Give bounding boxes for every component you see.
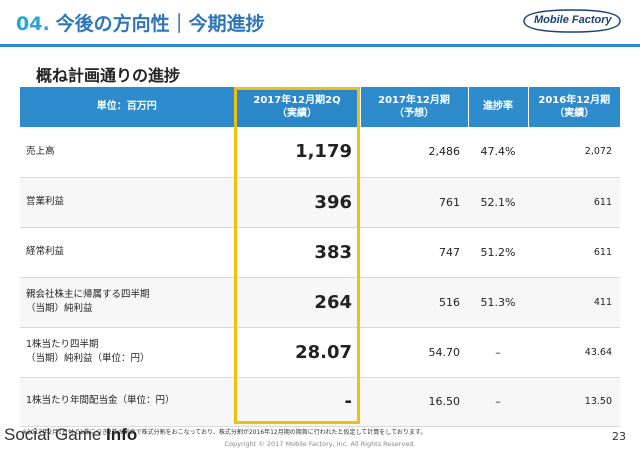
- table-row: 売上高 1,179 2,486 47.4% 2,072: [20, 127, 620, 178]
- prev-value: 411: [528, 277, 620, 328]
- logo-text: Mobile Factory: [534, 14, 612, 26]
- header-prev-line1: 2016年12月期: [538, 94, 611, 106]
- table-row: 親会社株主に帰属する四半期 （当期）純利益 264 516 51.3% 411: [20, 277, 620, 328]
- row-label: 1株当たり年間配当金（単位：円）: [20, 377, 234, 427]
- section-number: 04.: [16, 13, 50, 35]
- progress-rate: 52.1%: [468, 177, 528, 228]
- watermark-part2: Info: [106, 425, 138, 444]
- row-label-line1: 経常利益: [26, 245, 65, 257]
- actual-value: 28.07: [234, 327, 360, 378]
- prev-value: 611: [528, 227, 620, 278]
- watermark-part1: Social Game: [4, 425, 107, 444]
- header-progress-rate: 進捗率: [467, 87, 528, 127]
- header-forecast-line2: （予想）: [394, 108, 434, 119]
- row-label-line2: （当期）純利益（単位：円）: [26, 353, 150, 364]
- actual-value: 396: [234, 177, 360, 228]
- header-forecast-line1: 2017年12月期: [378, 94, 450, 106]
- slide-subtitle: 概ね計画通りの進捗: [36, 66, 181, 85]
- row-label: 売上高: [20, 127, 234, 178]
- header-actual-2q-line1: 2017年12月期2Q: [253, 94, 341, 106]
- actual-value: 383: [234, 227, 360, 278]
- footnote: ※2017年2月1日付で1株につき2株の割合で株式分割をおこなっており、株式分割…: [22, 429, 427, 436]
- header-prev-line2: （実績）: [554, 108, 595, 119]
- actual-value: 264: [234, 277, 360, 328]
- company-logo: Mobile Factory: [520, 8, 624, 34]
- table-row: 経常利益 383 747 51.2% 611: [20, 227, 620, 278]
- table-row: 営業利益 396 761 52.1% 611: [20, 177, 620, 228]
- header-actual-2q-line2: （実績）: [277, 108, 317, 119]
- header-actual-2q: 2017年12月期2Q （実績）: [233, 87, 360, 127]
- watermark: Social Game Info: [4, 425, 137, 445]
- forecast-value: 747: [360, 227, 468, 278]
- forecast-value: 2,486: [360, 127, 468, 178]
- row-label-line1: 1株当たり年間配当金（単位：円）: [26, 395, 175, 407]
- row-label: 親会社株主に帰属する四半期 （当期）純利益: [20, 277, 234, 328]
- forecast-value: 516: [360, 277, 468, 328]
- prev-value: 2,072: [528, 127, 620, 178]
- title-text: 今後の方向性｜今期進捗: [55, 13, 265, 35]
- progress-rate: –: [468, 327, 528, 378]
- forecast-value: 54.70: [360, 327, 468, 378]
- row-label-line1: 1株当たり四半期: [26, 338, 99, 350]
- progress-rate: 51.3%: [468, 277, 528, 328]
- table-row: 1株当たり四半期 （当期）純利益（単位：円） 28.07 54.70 – 43.…: [20, 327, 620, 378]
- header-divider: [0, 44, 640, 47]
- forecast-value: 761: [360, 177, 468, 228]
- table-row: 1株当たり年間配当金（単位：円） - 16.50 – 13.50: [20, 377, 620, 427]
- row-label-line2: （当期）純利益: [26, 303, 93, 314]
- progress-rate: –: [468, 377, 528, 427]
- slide-header: 04. 今後の方向性｜今期進捗 Mobile Factory: [0, 0, 640, 44]
- actual-value: 1,179: [234, 127, 360, 178]
- row-label: 経常利益: [20, 227, 234, 278]
- row-label: 1株当たり四半期 （当期）純利益（単位：円）: [20, 327, 234, 378]
- table-header-row: 単位：百万円 2017年12月期2Q （実績） 2017年12月期 （予想） 進…: [20, 87, 620, 127]
- prev-value: 13.50: [528, 377, 620, 427]
- forecast-value: 16.50: [360, 377, 468, 427]
- page-number: 23: [612, 430, 626, 443]
- row-label: 営業利益: [20, 177, 234, 228]
- header-unit: 単位：百万円: [20, 87, 234, 127]
- copyright: Copyright © 2017 Mobile Factory, Inc. Al…: [224, 440, 416, 448]
- logo-badge-icon: [523, 9, 621, 33]
- slide-title: 04. 今後の方向性｜今期進捗: [16, 9, 265, 36]
- actual-value: -: [234, 377, 360, 427]
- row-label-line1: 売上高: [26, 145, 55, 157]
- progress-rate: 51.2%: [468, 227, 528, 278]
- header-forecast: 2017年12月期 （予想）: [359, 87, 468, 127]
- header-prev-actual: 2016年12月期 （実績）: [527, 87, 620, 127]
- prev-value: 43.64: [528, 327, 620, 378]
- row-label-line1: 営業利益: [26, 195, 65, 207]
- progress-table: 単位：百万円 2017年12月期2Q （実績） 2017年12月期 （予想） 進…: [20, 87, 620, 427]
- prev-value: 611: [528, 177, 620, 228]
- progress-rate: 47.4%: [468, 127, 528, 178]
- row-label-line1: 親会社株主に帰属する四半期: [26, 288, 150, 300]
